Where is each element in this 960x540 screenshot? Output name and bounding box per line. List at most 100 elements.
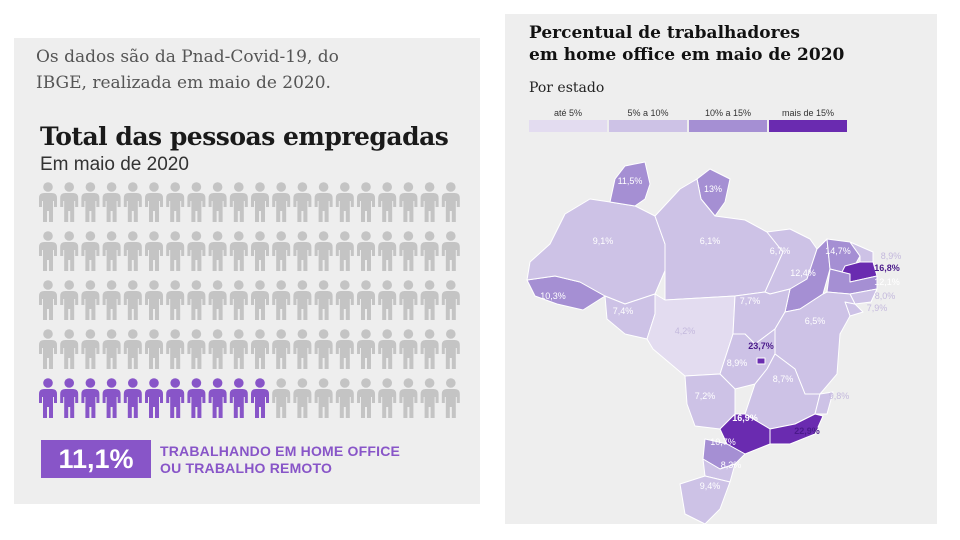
- person-icon: [145, 280, 163, 320]
- person-icon: [420, 231, 439, 271]
- person-icon: [399, 280, 418, 320]
- person-icon: [272, 182, 291, 222]
- person-icon: [60, 182, 79, 222]
- person-icon: [314, 280, 333, 320]
- person-icon: [420, 378, 439, 418]
- state-label-se: 7,9%: [867, 303, 888, 313]
- person-icon: [399, 231, 418, 271]
- person-icon-highlighted: [102, 378, 121, 418]
- person-icon: [378, 378, 397, 418]
- person-icon: [335, 182, 354, 222]
- person-icon: [441, 378, 460, 418]
- person-icon: [378, 231, 397, 271]
- person-icon: [166, 182, 185, 222]
- person-icon: [81, 231, 100, 271]
- state-label-ac: 10,3%: [540, 291, 566, 301]
- state-label-es: 9,8%: [829, 391, 850, 401]
- percentage-label-line-1: TRABALHANDO EM HOME OFFICE: [160, 443, 401, 459]
- person-icon: [102, 329, 121, 369]
- person-icon-highlighted: [123, 378, 142, 418]
- person-icon: [145, 329, 163, 369]
- state-label-am: 9,1%: [593, 236, 614, 246]
- person-icon: [166, 329, 185, 369]
- person-icon: [399, 378, 418, 418]
- person-icon: [272, 231, 291, 271]
- intro-line-1: Os dados são da Pnad-Covid-19, do: [36, 47, 339, 67]
- state-label-to: 7,7%: [740, 296, 761, 306]
- person-icon: [229, 182, 248, 222]
- state-label-pi: 12,4%: [790, 268, 816, 278]
- person-icon: [441, 280, 460, 320]
- state-label-ro: 7,4%: [613, 306, 634, 316]
- state-label-pe: 12,1%: [874, 277, 900, 287]
- person-icon: [314, 378, 333, 418]
- person-icon: [39, 231, 57, 271]
- person-icon: [123, 182, 142, 222]
- person-icon: [229, 231, 248, 271]
- person-icon: [399, 329, 418, 369]
- person-icon: [272, 329, 291, 369]
- person-icon: [251, 280, 269, 320]
- person-icon: [272, 378, 291, 418]
- person-icon: [81, 182, 100, 222]
- person-icon: [293, 378, 312, 418]
- state-sc: [702, 458, 736, 483]
- person-icon: [357, 378, 375, 418]
- person-icon: [39, 182, 57, 222]
- person-icon: [251, 231, 269, 271]
- legend-swatch-1: [609, 120, 687, 132]
- person-icon-highlighted: [145, 378, 163, 418]
- intro-line-2: IBGE, realizada em maio de 2020.: [36, 73, 331, 93]
- state-label-ap: 13%: [704, 184, 722, 194]
- legend-label-2: 10% a 15%: [704, 108, 752, 118]
- pictogram-subtitle: Em maio de 2020: [40, 154, 189, 175]
- state-rr: [609, 161, 651, 207]
- map-title-line-2: em home office em maio de 2020: [529, 45, 845, 65]
- state-rj: [769, 413, 824, 445]
- person-icon: [81, 280, 100, 320]
- person-icon: [357, 182, 375, 222]
- person-icon-highlighted: [251, 378, 269, 418]
- map-title: Percentual de trabalhadores em home offi…: [529, 22, 844, 66]
- brazil-choropleth-map: 11,5% 13% 9,1% 6,1% 6,7% 14,7% 8,9% 12,4% 16,8% 1…: [526, 161, 902, 524]
- person-icon: [39, 329, 57, 369]
- state-label-rn: 8,9%: [881, 251, 902, 261]
- state-label-sp: 16,9%: [732, 413, 758, 423]
- person-icon: [229, 329, 248, 369]
- person-icon: [335, 280, 354, 320]
- state-label-rj: 22,9%: [794, 426, 820, 436]
- person-icon: [208, 329, 227, 369]
- person-icon: [378, 329, 397, 369]
- state-df: [756, 357, 766, 365]
- legend-label-3: mais de 15%: [781, 108, 835, 118]
- state-label-ce: 14,7%: [825, 246, 851, 256]
- person-icon-highlighted: [39, 378, 57, 418]
- percentage-label-line-2: OU TRABALHO REMOTO: [160, 460, 333, 476]
- legend-item-2: 10% a 15%: [689, 106, 767, 134]
- person-icon: [102, 182, 121, 222]
- map-subtitle: Por estado: [529, 80, 605, 96]
- state-label-pr: 10,7%: [710, 437, 736, 447]
- legend-swatch-2: [689, 120, 767, 132]
- person-icon: [335, 231, 354, 271]
- person-icon: [357, 231, 375, 271]
- person-icon: [145, 182, 163, 222]
- state-label-rr: 11,5%: [618, 176, 643, 186]
- person-icon: [357, 280, 375, 320]
- legend-item-3: mais de 15%: [769, 106, 847, 134]
- state-label-ba: 6,5%: [805, 316, 826, 326]
- person-icon: [60, 280, 79, 320]
- person-icon-highlighted: [166, 378, 185, 418]
- map-legend: até 5% 5% a 10% 10% a 15% mais de 15%: [529, 106, 849, 134]
- legend-item-0: até 5%: [529, 106, 607, 134]
- person-icon: [314, 182, 333, 222]
- person-icon: [441, 329, 460, 369]
- state-label-ms: 7,2%: [695, 391, 716, 401]
- person-icon-highlighted: [60, 378, 79, 418]
- person-icon: [399, 182, 418, 222]
- intro-text: Os dados são da Pnad-Covid-19, do IBGE, …: [36, 44, 456, 96]
- person-icon: [229, 280, 248, 320]
- person-icon: [314, 231, 333, 271]
- map-title-line-1: Percentual de trabalhadores: [529, 23, 800, 43]
- map-panel: Percentual de trabalhadores em home offi…: [505, 14, 937, 524]
